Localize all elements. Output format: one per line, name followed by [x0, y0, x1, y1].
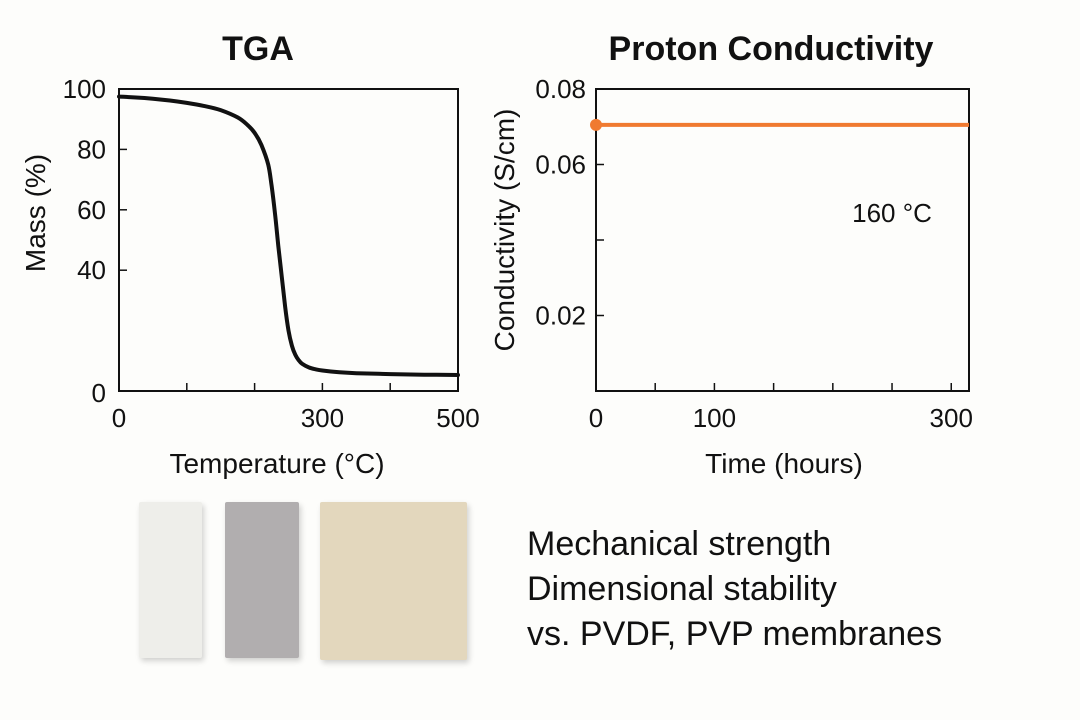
tga-xtick-label: 0 [112, 403, 126, 433]
tga-ytick-label: 60 [77, 195, 106, 225]
tga-xtick-label: 500 [436, 403, 479, 433]
property-mechanical-strength: Mechanical strength [527, 525, 832, 563]
tga-plot-frame [118, 88, 459, 392]
pc-start-marker [590, 118, 602, 131]
pc-xtick-label: 100 [693, 403, 736, 433]
pc-annotation-temperature: 160 °C [852, 198, 932, 228]
tga-ticks: 0 300 500 40 60 80 100 [63, 74, 480, 433]
membrane-sample-white [139, 502, 202, 658]
tga-ytick-label: 100 [63, 74, 106, 104]
pc-ticks: 0 100 300 0.02 0.06 0.08 [535, 74, 973, 433]
membrane-sample-gray [225, 502, 299, 658]
pc-title: Proton Conductivity [609, 30, 934, 68]
pc-xtick-label: 0 [589, 403, 603, 433]
tga-ytick-label: 40 [77, 255, 106, 285]
property-dimensional-stability: Dimensional stability [527, 570, 837, 608]
tga-mass-curve [117, 94, 460, 377]
membrane-properties-list: Mechanical strength Dimensional stabilit… [527, 522, 942, 657]
pc-ytick-label: 0.08 [535, 74, 586, 104]
pc-y-axis-label: Conductivity (S/cm) [489, 109, 520, 352]
property-comparison: vs. PVDF, PVP membranes [527, 615, 943, 653]
tga-ytick-label: 80 [77, 134, 106, 164]
pc-plot-frame [595, 88, 970, 392]
tga-title: TGA [222, 30, 294, 68]
conductivity-chart: Proton Conductivity 0 100 3000.020.060.08 … [489, 30, 973, 479]
pc-x-axis-label: Time (hours) [705, 448, 863, 479]
tga-x-axis-label: Temperature (°C) [169, 448, 384, 479]
tga-y-axis-label: Mass (%) [20, 154, 51, 272]
pc-ytick-label: 0.06 [535, 150, 586, 180]
tga-xtick-label: 300 [301, 403, 344, 433]
membrane-sample-beige [320, 502, 467, 660]
tga-ytick-zero: 0 [92, 378, 106, 408]
pc-xtick-label: 300 [930, 403, 973, 433]
pc-ytick-label: 0.02 [535, 301, 586, 331]
